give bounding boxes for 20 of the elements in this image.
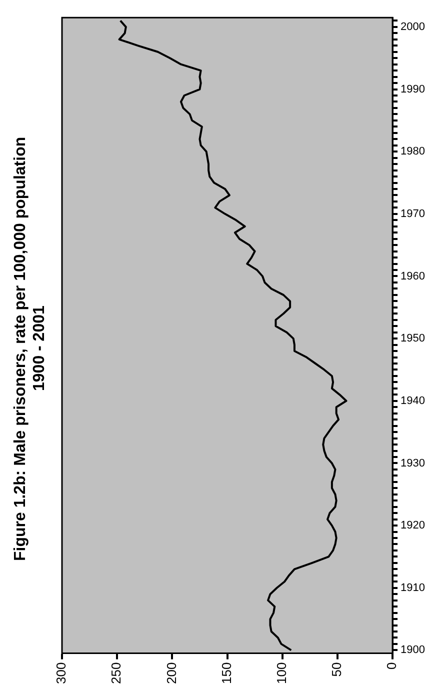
y-tick-label: 1910 (400, 582, 426, 594)
x-tick-label: 200 (164, 662, 179, 684)
x-tick-label: 100 (274, 662, 289, 684)
y-tick-label: 1990 (400, 83, 426, 96)
y-tick-label: 1940 (400, 394, 426, 407)
x-tick-label: 250 (108, 662, 124, 684)
y-tick-label: 1950 (400, 332, 426, 345)
y-tick-label: 1930 (400, 457, 426, 470)
x-tick-label: 300 (54, 662, 69, 684)
x-tick-label: 150 (218, 662, 234, 684)
text: 1900 - 2001 (30, 304, 49, 394)
y-tick-label: 1960 (400, 270, 426, 282)
x-tick-label: 50 (329, 662, 344, 677)
y-tick-label: 1920 (400, 520, 426, 532)
text: Figure 1.2b: Male prisoners, rate per 100,000 population (11, 135, 30, 563)
y-tick-label: 1970 (400, 208, 426, 220)
y-tick-label: 1980 (400, 146, 426, 158)
y-tick-label: 1900 (400, 644, 426, 656)
y-tick-label: 2000 (400, 20, 426, 33)
x-tick-label: 0 (384, 662, 400, 670)
